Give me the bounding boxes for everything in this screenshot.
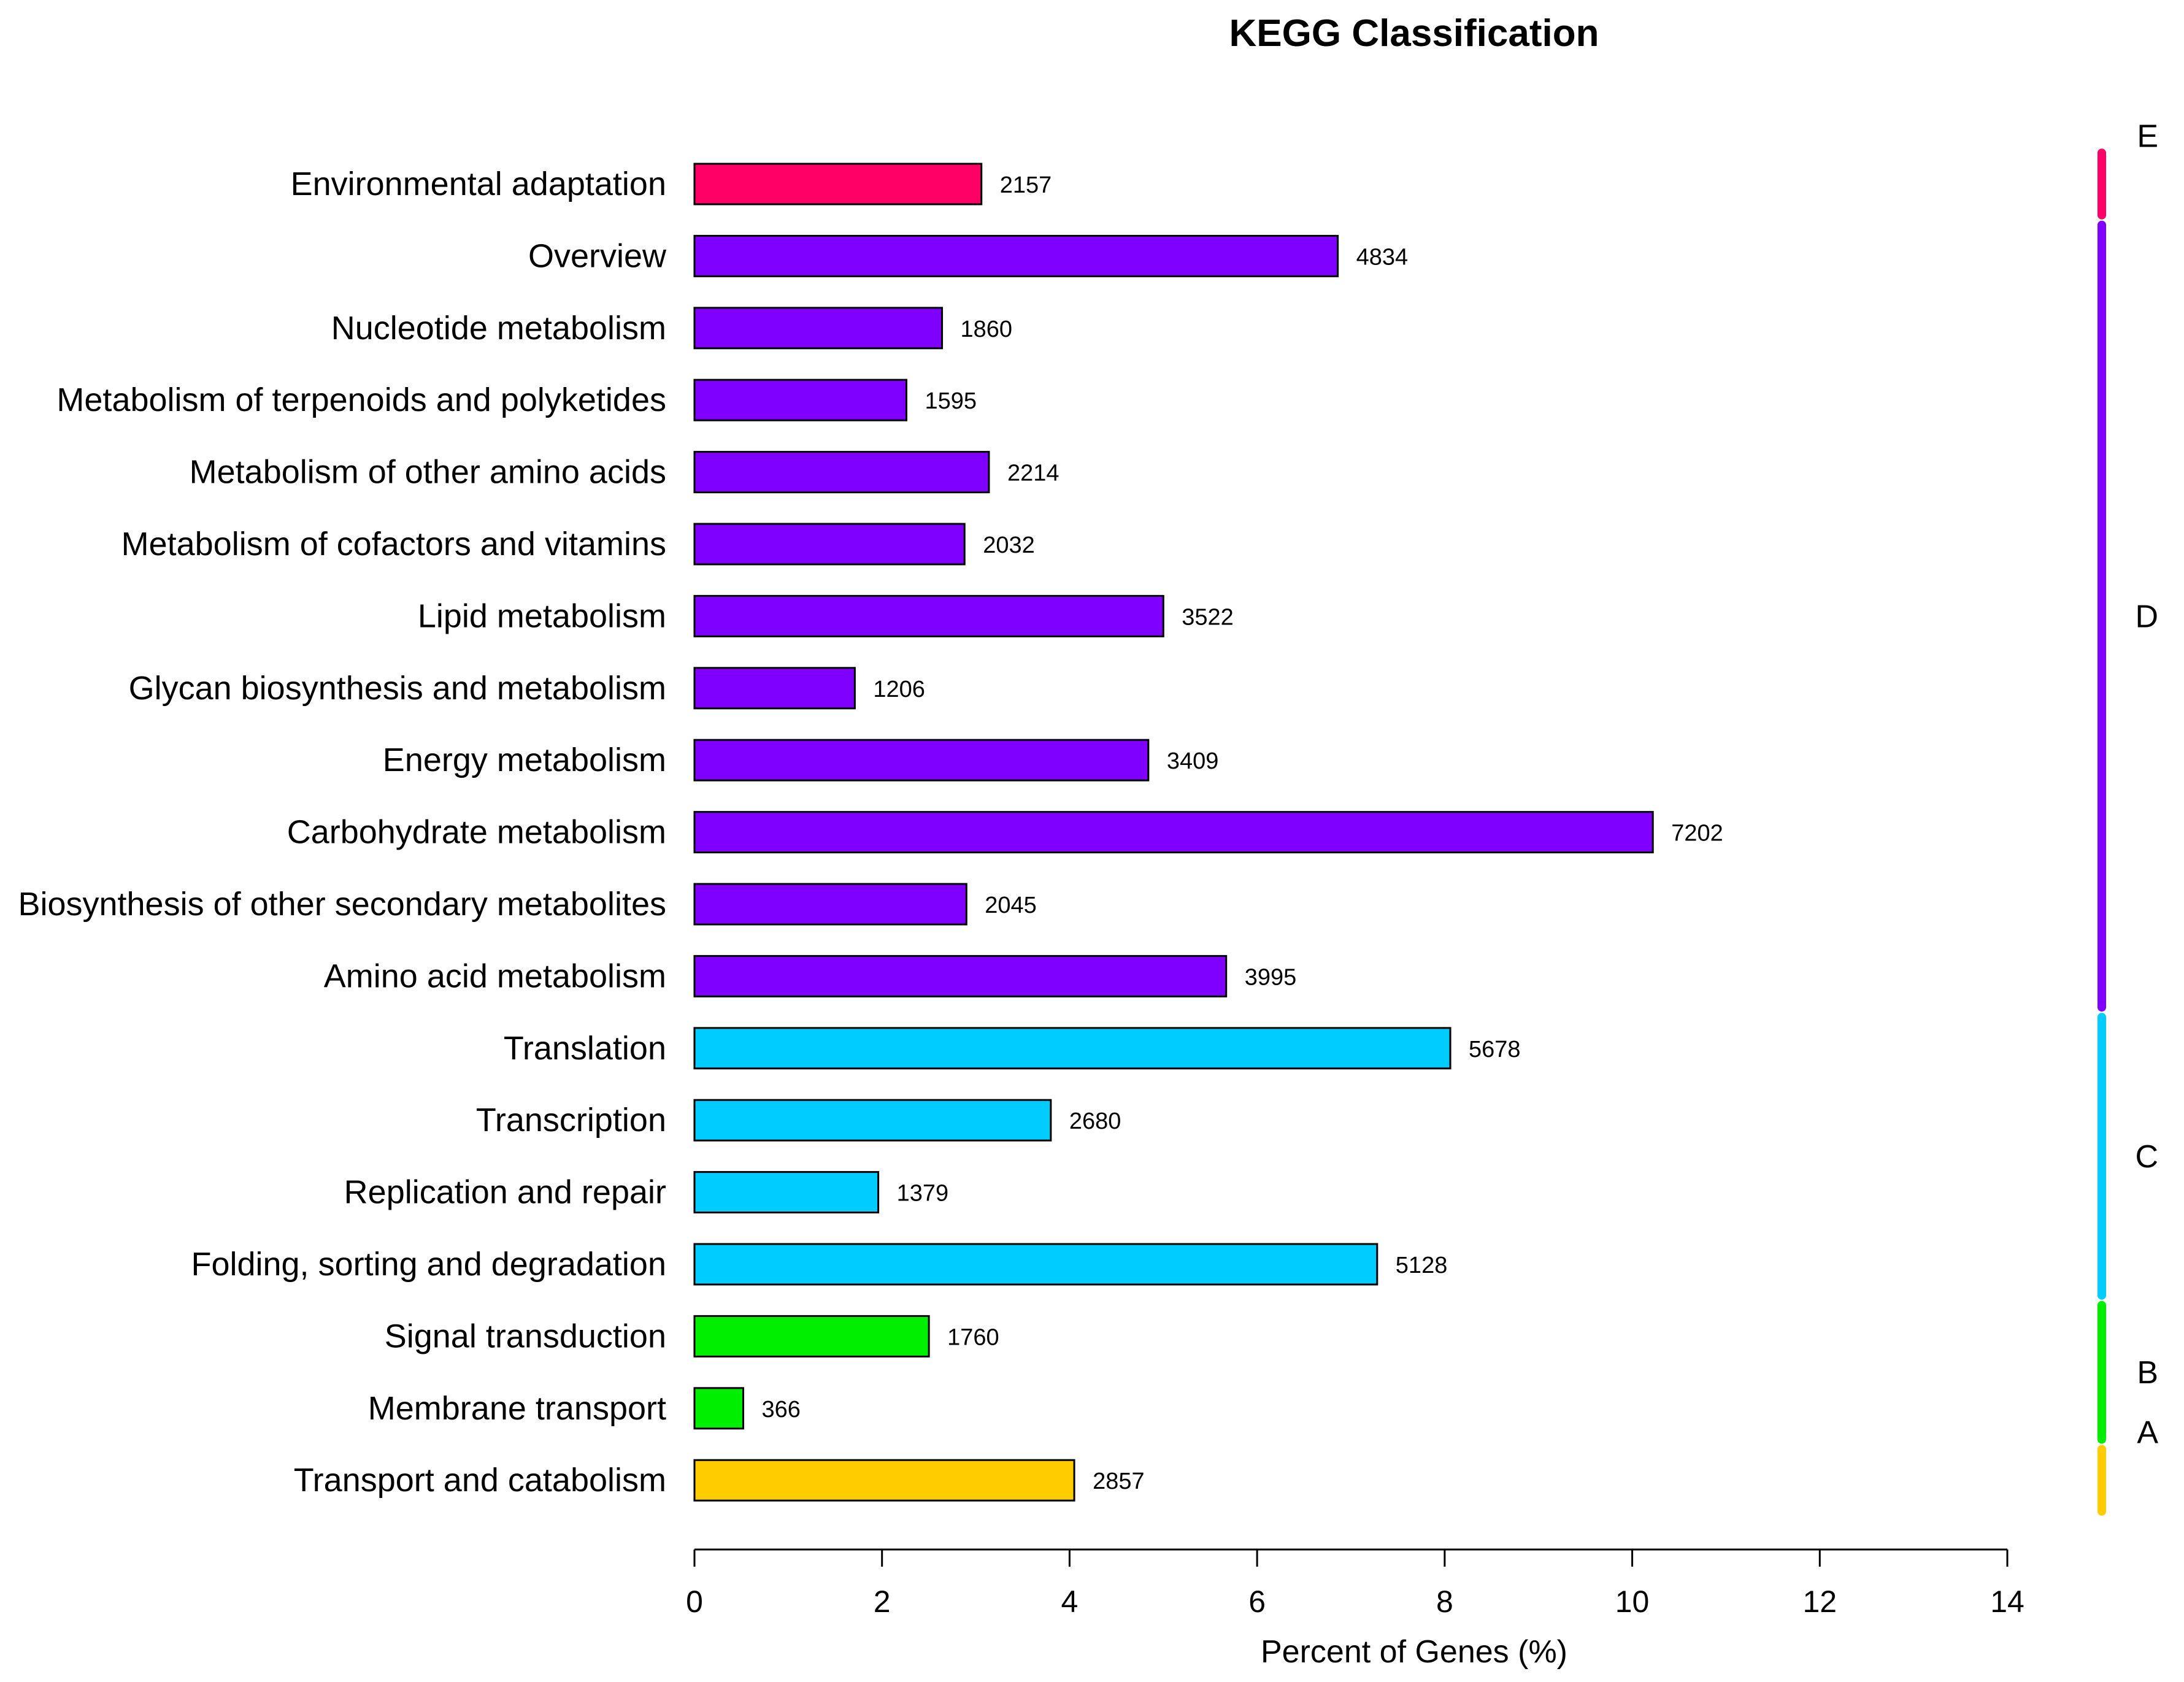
category-label: Biosynthesis of other secondary metaboli…: [18, 886, 666, 923]
category-label: Metabolism of terpenoids and polyketides: [56, 382, 666, 418]
bars-layer: Environmental adaptation 2157 Overview 4834…: [18, 163, 1723, 1502]
category-label: Replication and repair: [344, 1174, 666, 1211]
bar-count-label: 2214: [1007, 461, 1059, 486]
x-tick-label: 12: [1802, 1584, 1837, 1619]
x-tick-label: 14: [1990, 1584, 2024, 1619]
bar-count-label: 3409: [1167, 748, 1219, 774]
bar-count-label: 5678: [1469, 1037, 1521, 1062]
bar: [693, 378, 907, 421]
x-tick-label: 0: [686, 1584, 703, 1619]
bar: [693, 1459, 1075, 1502]
category-label: Metabolism of other amino acids: [190, 454, 666, 491]
bar-count-label: 5128: [1396, 1253, 1448, 1278]
bar: [693, 307, 944, 350]
bar-count-label: 3995: [1245, 964, 1297, 990]
bar-count-label: 3522: [1182, 604, 1234, 630]
bar: [693, 1099, 1052, 1142]
category-label: Metabolism of cofactors and vitamins: [121, 526, 666, 563]
group-label: A: [2137, 1415, 2158, 1451]
bar-count-label: 1760: [947, 1324, 999, 1350]
bar-count-label: 2857: [1093, 1469, 1145, 1494]
category-label: Lipid metabolism: [418, 597, 666, 634]
bar-count-label: 4834: [1356, 244, 1409, 270]
bar: [693, 163, 983, 205]
bar-count-label: 1595: [925, 388, 977, 414]
x-tick-label: 10: [1615, 1584, 1650, 1619]
bar-count-label: 1379: [897, 1181, 949, 1207]
bar-count-label: 2157: [1000, 172, 1052, 198]
bar: [693, 234, 1339, 277]
bar: [693, 954, 1228, 997]
bar-count-label: 2032: [983, 532, 1035, 558]
category-label: Transport and catabolism: [294, 1462, 666, 1499]
bar: [693, 1387, 744, 1430]
x-tick-label: 8: [1436, 1584, 1453, 1619]
bar-count-label: 2045: [985, 893, 1037, 918]
bar-count-label: 1206: [873, 677, 925, 702]
bar: [693, 1027, 1452, 1070]
bar: [693, 1171, 880, 1214]
category-label: Amino acid metabolism: [324, 958, 666, 994]
group-label: B: [2137, 1355, 2158, 1391]
group-label: D: [2135, 599, 2158, 634]
category-label: Environmental adaptation: [291, 166, 666, 202]
bar: [693, 523, 966, 566]
x-tick-label: 2: [874, 1584, 891, 1619]
x-axis: 0 2 4 6 8 10 12 14: [686, 1548, 2024, 1619]
bar: [693, 739, 1150, 781]
category-label: Transcription: [476, 1102, 666, 1139]
category-label: Nucleotide metabolism: [331, 310, 666, 347]
chart-title: KEGG Classification: [1229, 12, 1599, 55]
group-label: E: [2137, 118, 2158, 154]
bar-count-label: 1860: [961, 317, 1013, 342]
category-label: Carbohydrate metabolism: [287, 814, 666, 851]
bar: [693, 1315, 930, 1358]
category-label: Signal transduction: [385, 1318, 666, 1354]
x-axis-title: Percent of Genes (%): [1261, 1634, 1567, 1670]
category-label: Overview: [528, 237, 667, 274]
bar: [693, 1243, 1378, 1286]
bar: [693, 594, 1164, 637]
group-label: C: [2135, 1139, 2158, 1175]
category-label: Folding, sorting and degradation: [191, 1246, 666, 1283]
group-legend: E D C BA: [2097, 118, 2158, 1516]
bar: [693, 451, 990, 494]
category-label: Glycan biosynthesis and metabolism: [129, 670, 666, 707]
bar-count-label: 2680: [1069, 1108, 1121, 1134]
bar-count-label: 366: [761, 1397, 800, 1423]
category-label: Membrane transport: [368, 1390, 666, 1427]
bar-count-label: 7202: [1671, 821, 1723, 847]
bar: [693, 883, 967, 926]
category-label: Energy metabolism: [383, 742, 666, 778]
category-label: Translation: [504, 1030, 666, 1067]
x-tick-label: 6: [1248, 1584, 1266, 1619]
bar: [693, 811, 1654, 854]
x-tick-label: 4: [1061, 1584, 1079, 1619]
bar: [693, 667, 856, 710]
